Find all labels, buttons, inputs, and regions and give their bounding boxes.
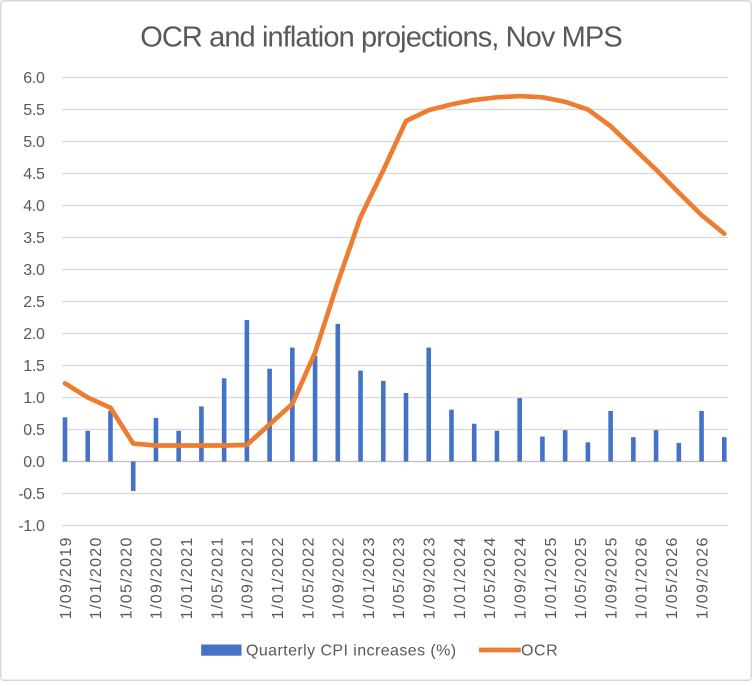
svg-text:5.0: 5.0	[23, 134, 45, 151]
svg-text:1/05/2023: 1/05/2023	[391, 536, 408, 619]
svg-text:OCR: OCR	[521, 643, 558, 660]
svg-text:4.0: 4.0	[23, 198, 45, 215]
svg-text:1/09/2026: 1/09/2026	[694, 536, 711, 619]
svg-text:1/05/2022: 1/05/2022	[300, 536, 317, 619]
svg-text:1/05/2021: 1/05/2021	[209, 536, 226, 619]
svg-text:1/09/2019: 1/09/2019	[58, 536, 75, 619]
svg-text:0.5: 0.5	[23, 422, 45, 439]
svg-text:-0.5: -0.5	[18, 486, 45, 503]
svg-text:1/01/2021: 1/01/2021	[179, 536, 196, 619]
svg-text:2.5: 2.5	[23, 294, 45, 311]
svg-text:0.0: 0.0	[23, 454, 45, 471]
svg-text:1.5: 1.5	[23, 358, 45, 375]
svg-text:4.5: 4.5	[23, 166, 45, 183]
svg-text:1/05/2026: 1/05/2026	[664, 536, 681, 619]
svg-text:1/01/2024: 1/01/2024	[452, 536, 469, 619]
svg-text:1.0: 1.0	[23, 390, 45, 407]
svg-text:1/01/2026: 1/01/2026	[634, 536, 651, 619]
svg-text:Quarterly CPI increases (%): Quarterly CPI increases (%)	[246, 643, 457, 660]
svg-text:5.5: 5.5	[23, 102, 45, 119]
svg-text:1/01/2025: 1/01/2025	[543, 536, 560, 619]
svg-text:1/05/2024: 1/05/2024	[482, 536, 499, 619]
svg-text:1/09/2024: 1/09/2024	[513, 536, 530, 619]
svg-text:3.5: 3.5	[23, 230, 45, 247]
svg-text:1/09/2022: 1/09/2022	[331, 536, 348, 619]
svg-text:1/05/2020: 1/05/2020	[118, 536, 135, 619]
svg-text:6.0: 6.0	[23, 70, 45, 87]
svg-text:1/09/2020: 1/09/2020	[149, 536, 166, 619]
svg-text:OCR and inflation projections,: OCR and inflation projections, Nov MPS	[140, 22, 622, 54]
svg-text:1/09/2025: 1/09/2025	[603, 536, 620, 619]
svg-text:1/09/2023: 1/09/2023	[422, 536, 439, 619]
svg-text:1/09/2021: 1/09/2021	[240, 536, 257, 619]
svg-text:1/01/2022: 1/01/2022	[270, 536, 287, 619]
svg-text:3.0: 3.0	[23, 262, 45, 279]
svg-text:-1.0: -1.0	[18, 518, 45, 535]
svg-text:1/01/2020: 1/01/2020	[88, 536, 105, 619]
svg-text:1/05/2025: 1/05/2025	[573, 536, 590, 619]
svg-text:2.0: 2.0	[23, 326, 45, 343]
svg-text:1/01/2023: 1/01/2023	[361, 536, 378, 619]
